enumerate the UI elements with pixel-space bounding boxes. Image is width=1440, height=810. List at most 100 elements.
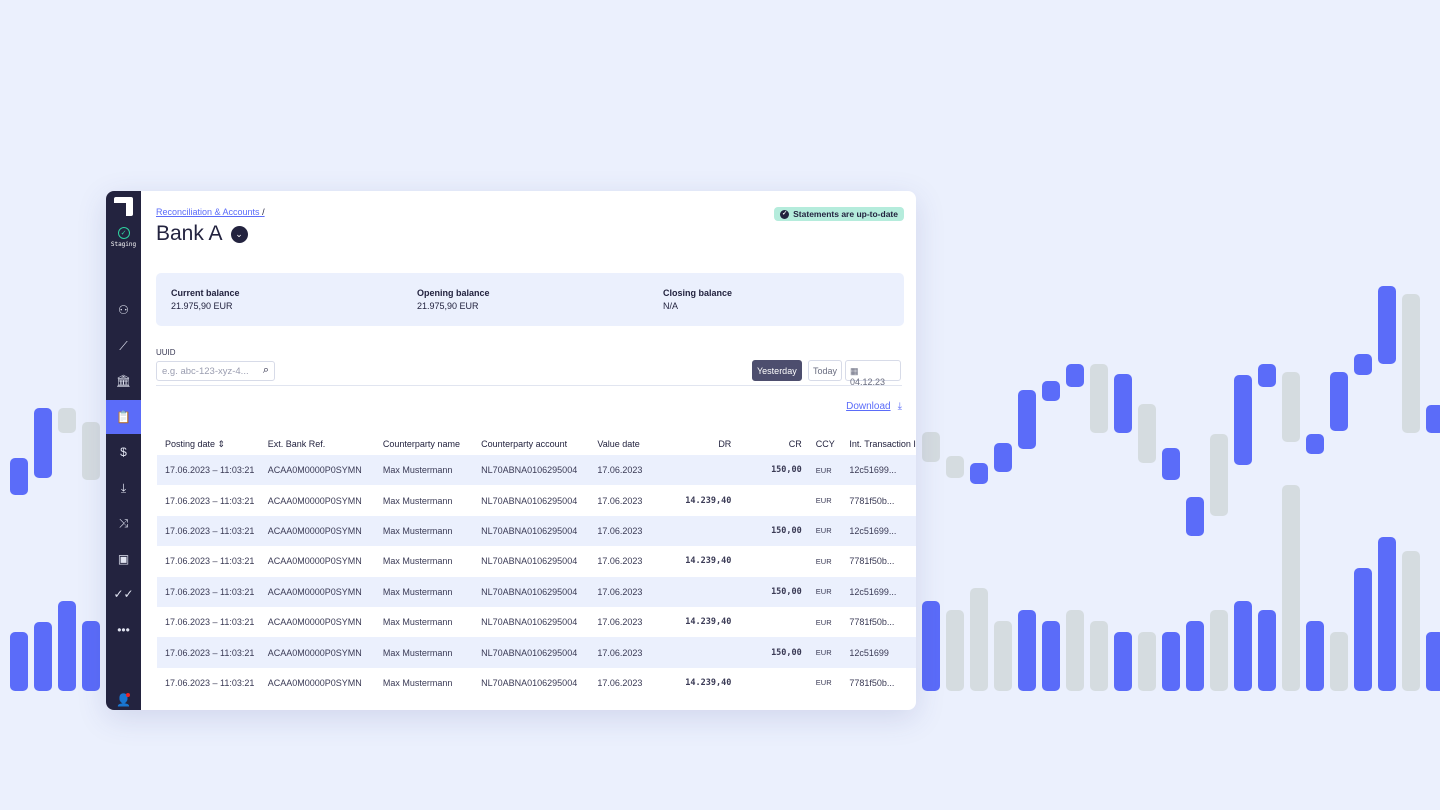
decorative-bar bbox=[1018, 390, 1036, 449]
table-cell: Max Mustermann bbox=[382, 617, 453, 628]
table-cell: 17.06.2023 bbox=[597, 495, 643, 506]
bank-icon[interactable]: 🏛 bbox=[115, 374, 132, 388]
decorative-bar bbox=[1354, 354, 1372, 375]
table-cell: 17.06.2023 – 11:03:21 bbox=[165, 677, 255, 688]
logo bbox=[114, 197, 133, 216]
decorative-bar bbox=[1186, 497, 1204, 536]
double-check-icon[interactable]: ✓✓ bbox=[113, 587, 134, 601]
decorative-bar bbox=[1186, 621, 1204, 691]
date-picker[interactable]: ▦ 04.12.23 bbox=[845, 360, 901, 387]
decorative-bar bbox=[1066, 610, 1084, 691]
yesterday-button[interactable]: Yesterday bbox=[752, 360, 802, 381]
decorative-bar bbox=[1042, 381, 1060, 401]
table-row[interactable]: 17.06.2023 – 11:03:21 ACAA0M0000P0SYMN Max… bbox=[157, 637, 916, 668]
cash-icon[interactable]: ▣ bbox=[117, 552, 130, 566]
decorative-bar bbox=[1234, 375, 1252, 465]
decorative-bar bbox=[34, 622, 52, 691]
title-text: Bank A bbox=[156, 222, 223, 245]
decorative-bar bbox=[1378, 537, 1396, 691]
column-header: Counterparty name bbox=[382, 439, 460, 449]
table-cell bbox=[658, 515, 738, 547]
table-cell: 17.06.2023 – 11:03:21 bbox=[157, 455, 260, 486]
user-icon[interactable]: 👤 bbox=[116, 693, 131, 707]
table-row[interactable]: 17.06.2023 – 11:03:21 ACAA0M0000P0SYMN Max… bbox=[157, 515, 916, 547]
decorative-bar bbox=[994, 621, 1012, 691]
decorative-bar bbox=[1330, 632, 1348, 691]
breadcrumb-separator: / bbox=[262, 207, 265, 217]
uuid-label: UUID bbox=[156, 348, 176, 357]
table-cell: 12c51699... bbox=[841, 576, 916, 607]
decorative-bar bbox=[970, 463, 988, 484]
table-cell: 17.06.2023 bbox=[589, 515, 659, 547]
user-gear-icon[interactable]: ⚇ bbox=[118, 303, 129, 317]
table-cell: NL70ABNA0106295004 bbox=[473, 455, 590, 486]
decorative-bar bbox=[1042, 621, 1060, 691]
chevron-down-icon[interactable]: ⌄ bbox=[230, 225, 248, 243]
uuid-search-input[interactable]: e.g. abc-123-xyz-4... ⌕ bbox=[156, 361, 275, 381]
decorative-bar bbox=[1258, 610, 1276, 691]
shuffle-icon[interactable]: ⤨ bbox=[118, 515, 129, 530]
sort-icon[interactable]: ⇕ bbox=[215, 438, 226, 449]
clipboard-check-icon[interactable]: 📋 bbox=[106, 400, 141, 434]
opening-balance: Opening balance 21.975,90 EUR bbox=[417, 288, 490, 311]
status-badge: ✓ Statements are up-to-date bbox=[774, 207, 904, 221]
decorative-bar bbox=[1354, 568, 1372, 691]
table-row[interactable]: 17.06.2023 – 11:03:21 ACAA0M0000P0SYMN Max… bbox=[157, 576, 916, 607]
environment-indicator: ✓ Staging bbox=[106, 227, 141, 248]
table-row[interactable]: 17.06.2023 – 11:03:21 ACAA0M0000P0SYMN Max… bbox=[157, 607, 916, 637]
value: N/A bbox=[663, 301, 679, 311]
table-cell: 150,00 bbox=[737, 515, 808, 547]
table-cell: 14.239,40 bbox=[685, 495, 732, 506]
table-cell: ACAA0M0000P0SYMN bbox=[259, 637, 375, 668]
more-icon[interactable]: ••• bbox=[117, 623, 130, 637]
table-cell: EUR bbox=[807, 637, 842, 668]
column-header: Counterparty account bbox=[481, 439, 568, 449]
table-cell: 150,00 bbox=[737, 637, 808, 668]
check-circle-icon: ✓ bbox=[117, 227, 130, 239]
download-icon[interactable]: ⤓ bbox=[120, 480, 127, 495]
decorative-bar bbox=[922, 601, 940, 691]
decorative-bar bbox=[970, 588, 988, 691]
trend-icon[interactable]: ⟋ bbox=[119, 338, 128, 353]
table-cell: 17.06.2023 bbox=[589, 455, 659, 486]
table-cell: 7781f50b... bbox=[849, 677, 895, 688]
decorative-bar bbox=[1306, 434, 1324, 454]
table-cell: ACAA0M0000P0SYMN bbox=[267, 495, 362, 506]
search-icon[interactable]: ⌕ bbox=[262, 364, 269, 376]
dollar-icon[interactable]: $ bbox=[120, 445, 127, 459]
today-button[interactable]: Today bbox=[808, 360, 843, 381]
notification-dot bbox=[126, 693, 130, 697]
column-header: Value date bbox=[597, 439, 640, 449]
table-cell: NL70ABNA0106295004 bbox=[481, 495, 578, 506]
table-cell: Max Mustermann bbox=[374, 515, 474, 547]
table-cell: 7781f50b... bbox=[849, 617, 895, 628]
decorative-bar bbox=[82, 422, 100, 480]
table-cell: EUR bbox=[807, 455, 842, 486]
table-row[interactable]: 17.06.2023 – 11:03:21 ACAA0M0000P0SYMN Max… bbox=[157, 485, 916, 515]
table-cell: 12c51699... bbox=[841, 455, 916, 486]
env-label: Staging bbox=[110, 241, 137, 248]
download-button[interactable]: Download ⤓ bbox=[846, 401, 902, 412]
table-cell: 17.06.2023 bbox=[597, 556, 643, 567]
table-cell bbox=[737, 546, 807, 576]
table-cell: ACAA0M0000P0SYMN bbox=[259, 455, 375, 486]
balance-panel: Current balance 21.975,90 EUR Opening bal… bbox=[156, 273, 904, 326]
decorative-bar bbox=[1162, 448, 1180, 480]
download-label: Download bbox=[846, 401, 891, 412]
decorative-bar bbox=[1234, 601, 1252, 691]
table-row[interactable]: 17.06.2023 – 11:03:21 ACAA0M0000P0SYMN Max… bbox=[157, 455, 916, 486]
app-window: ✓ Staging ⚇ ⟋ 🏛 📋 $ ⤓ ⤨ ▣ ✓✓ ••• 👤 Reconc… bbox=[106, 191, 916, 710]
table-cell: Max Mustermann bbox=[374, 455, 474, 486]
column-header[interactable]: Posting date ⇕ bbox=[165, 438, 226, 449]
table-cell: Max Mustermann bbox=[374, 637, 474, 668]
decorative-bar bbox=[1306, 621, 1324, 691]
divider bbox=[156, 385, 902, 386]
table-cell: ACAA0M0000P0SYMN bbox=[267, 556, 362, 567]
table-cell: 17.06.2023 bbox=[589, 576, 659, 607]
table-cell: 17.06.2023 bbox=[597, 617, 643, 628]
table-row[interactable]: 17.06.2023 – 11:03:21 ACAA0M0000P0SYMN Max… bbox=[157, 668, 916, 698]
decorative-bar bbox=[1330, 372, 1348, 431]
breadcrumb-link[interactable]: Reconciliation & Accounts bbox=[156, 207, 260, 217]
decorative-bar bbox=[1210, 610, 1228, 691]
table-row[interactable]: 17.06.2023 – 11:03:21 ACAA0M0000P0SYMN Max… bbox=[157, 546, 916, 576]
